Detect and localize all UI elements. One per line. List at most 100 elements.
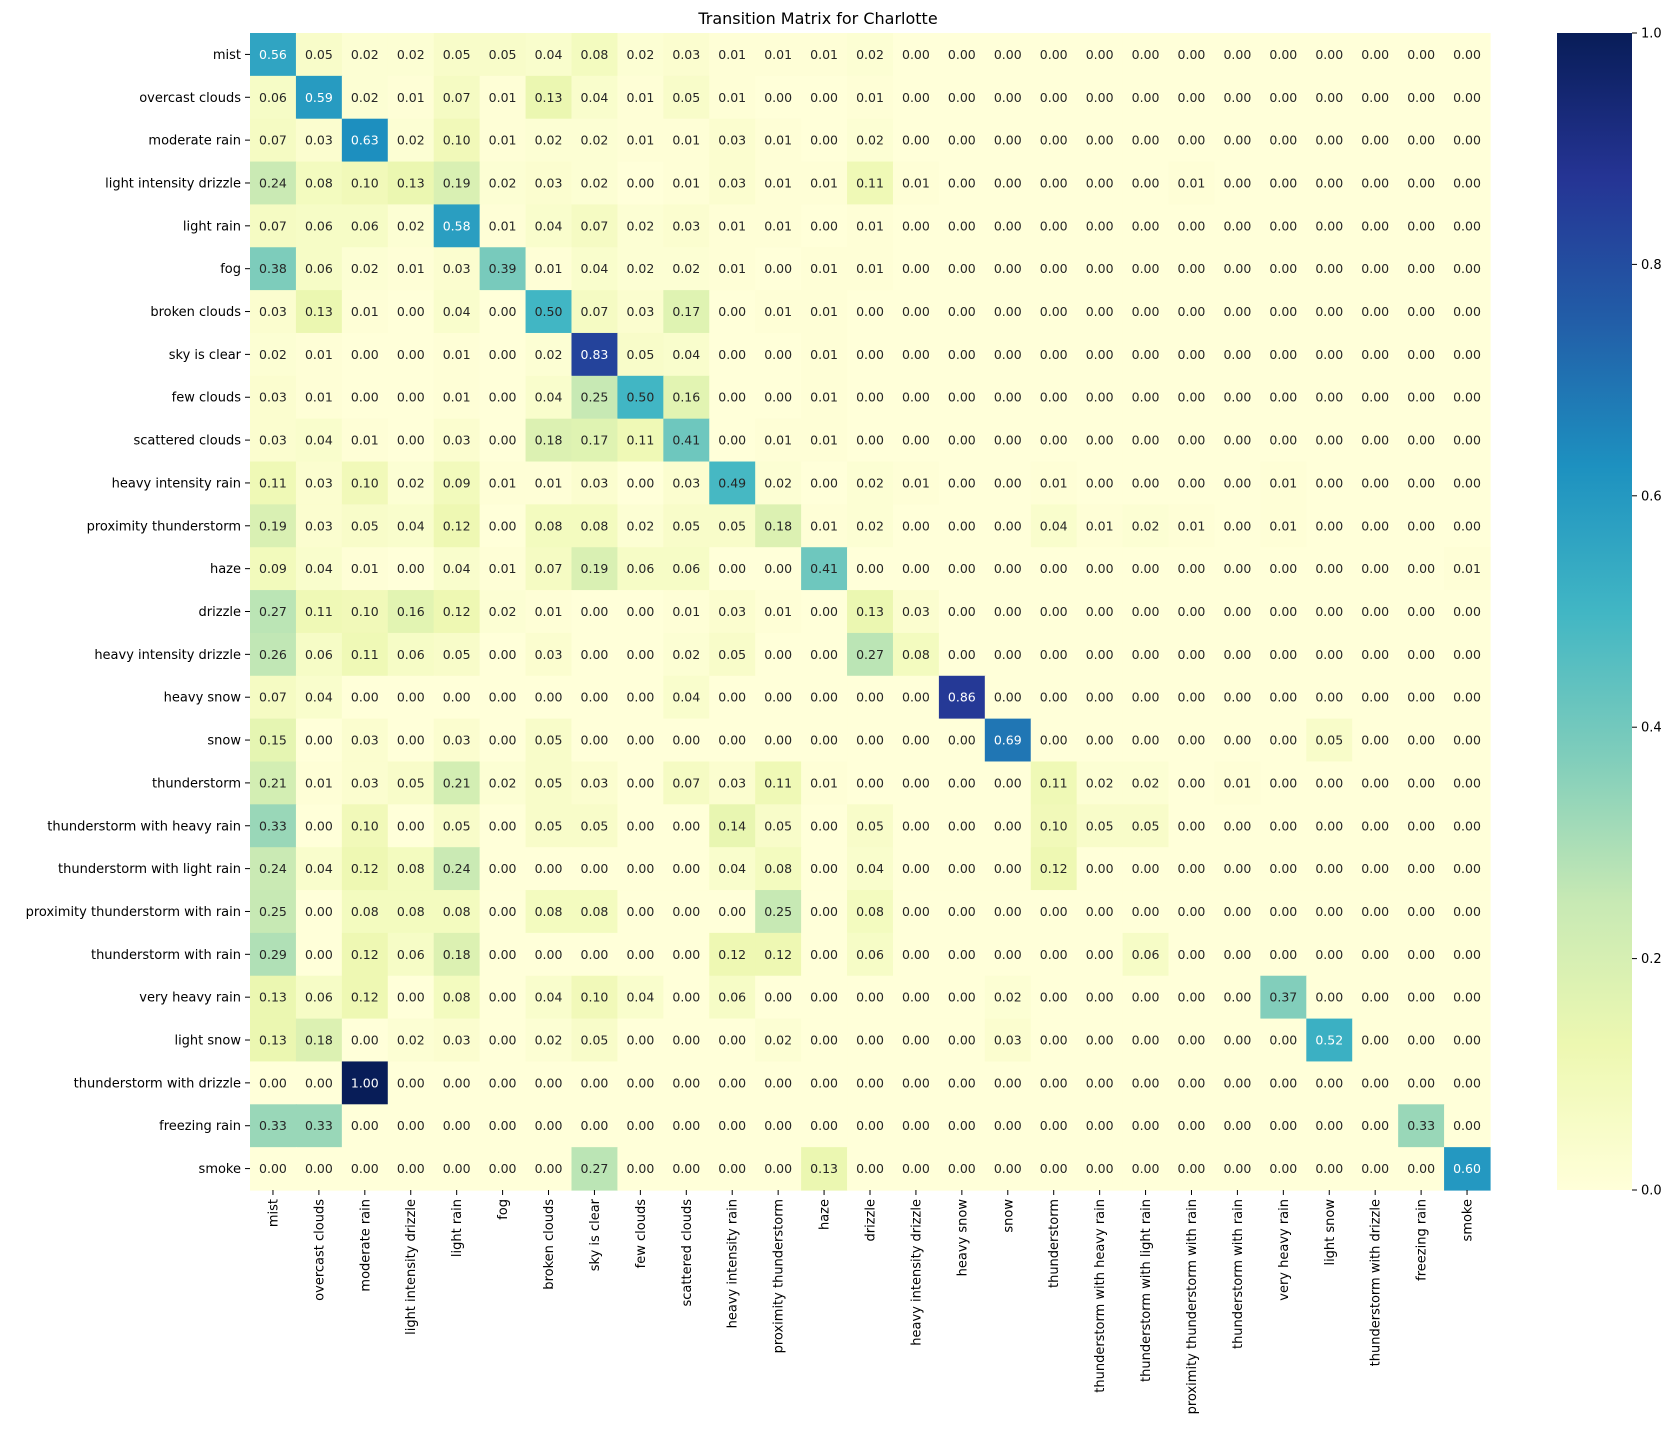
heatmap-cell <box>250 975 297 1020</box>
cell-value-label: 0.00 <box>994 947 1022 962</box>
cell-value-label: 0.00 <box>948 604 976 619</box>
heatmap-cell <box>571 75 619 120</box>
cell-value-label: 0.00 <box>948 904 976 919</box>
cell-value-label: 0.00 <box>856 433 884 448</box>
cell-value-label: 0.04 <box>856 861 884 876</box>
heatmap-cell <box>295 161 343 206</box>
heatmap-cell <box>433 118 481 163</box>
cell-value-label: 0.00 <box>351 1033 379 1048</box>
cell-value-label: 0.08 <box>305 175 333 190</box>
heatmap-cell <box>801 461 848 505</box>
cell-value-label: 0.00 <box>948 175 976 190</box>
heatmap-cell <box>479 375 527 420</box>
heatmap-cell <box>938 675 986 720</box>
cell-value-label: 0.08 <box>902 647 930 662</box>
heatmap-cell <box>663 975 710 1020</box>
heatmap-cell <box>341 1147 389 1191</box>
heatmap-cell <box>617 118 664 163</box>
cell-value-label: 0.00 <box>810 904 838 919</box>
cell-value-label: 0.12 <box>351 861 379 876</box>
heatmap-cell <box>1168 975 1216 1020</box>
cell-value-label: 0.05 <box>581 1033 609 1048</box>
heatmap-cell <box>1076 847 1124 891</box>
cell-value-label: 0.00 <box>948 818 976 833</box>
heatmap-cell <box>387 932 435 977</box>
cell-value-label: 0.00 <box>1361 433 1389 448</box>
cell-value-label: 0.00 <box>351 347 379 362</box>
cell-value-label: 0.02 <box>397 133 425 148</box>
cell-value-label: 0.00 <box>1178 861 1206 876</box>
heatmap-cell <box>525 1018 573 1063</box>
heatmap-cell <box>892 761 940 805</box>
cell-value-label: 0.00 <box>994 47 1022 62</box>
x-tick-label: broken clouds <box>542 1199 557 1290</box>
heatmap-cell <box>709 718 756 763</box>
cell-value-label: 0.08 <box>443 990 471 1005</box>
heatmap-cell <box>1306 761 1353 805</box>
cell-value-label: 0.00 <box>810 947 838 962</box>
cell-value-label: 0.00 <box>489 1033 517 1048</box>
heatmap-cell <box>387 632 435 677</box>
heatmap-cell <box>617 461 664 505</box>
cell-value-label: 0.00 <box>1407 433 1435 448</box>
cell-value-label: 0.02 <box>581 175 609 190</box>
heatmap-cell <box>295 932 343 977</box>
cell-value-label: 0.07 <box>672 775 700 790</box>
heatmap-cell <box>709 418 756 463</box>
cell-value-label: 0.02 <box>672 261 700 276</box>
heatmap-cell <box>433 247 481 291</box>
heatmap-cell <box>1168 632 1216 677</box>
heatmap-cell <box>938 1147 986 1191</box>
heatmap-cell <box>1306 890 1353 934</box>
cell-value-label: 0.63 <box>351 133 379 148</box>
cell-value-label: 0.01 <box>718 218 746 233</box>
heatmap-cell <box>847 290 894 334</box>
heatmap-cell <box>1076 675 1124 720</box>
cell-value-label: 0.86 <box>948 690 976 705</box>
heatmap-cell <box>571 547 619 591</box>
heatmap-cell <box>1306 504 1353 548</box>
cell-value-label: 0.00 <box>902 733 930 748</box>
y-tick-label: overcast clouds <box>139 91 241 106</box>
heatmap-cell <box>1168 504 1216 548</box>
heatmap-cell <box>1444 332 1491 377</box>
cell-value-label: 0.00 <box>1453 47 1481 62</box>
cell-value-label: 0.00 <box>764 690 792 705</box>
heatmap-cell <box>1444 547 1491 591</box>
cell-value-label: 0.00 <box>1040 733 1068 748</box>
cell-value-label: 0.08 <box>581 904 609 919</box>
heatmap-cell <box>755 118 802 163</box>
cell-value-label: 0.00 <box>1315 390 1343 405</box>
cell-value-label: 0.00 <box>856 690 884 705</box>
cell-value-label: 0.00 <box>1361 1161 1389 1176</box>
cell-value-label: 0.00 <box>581 861 609 876</box>
heatmap-cell <box>892 461 940 505</box>
cell-value-label: 0.00 <box>1223 390 1251 405</box>
cell-value-label: 0.00 <box>1269 1161 1297 1176</box>
heatmap-cell <box>847 118 894 163</box>
cell-value-label: 0.01 <box>535 261 563 276</box>
cell-value-label: 0.00 <box>1086 218 1114 233</box>
cell-value-label: 0.27 <box>856 647 884 662</box>
heatmap-cell <box>1076 418 1124 463</box>
cell-value-label: 0.00 <box>1407 647 1435 662</box>
cell-value-label: 0.00 <box>1269 133 1297 148</box>
heatmap-cell <box>571 33 619 77</box>
cell-value-label: 0.00 <box>1086 47 1114 62</box>
y-tick-label: thunderstorm <box>152 776 241 791</box>
cell-value-label: 0.00 <box>1407 861 1435 876</box>
heatmap-cell <box>1444 1147 1491 1191</box>
heatmap-cell <box>525 1147 573 1191</box>
cell-value-label: 0.00 <box>1407 518 1435 533</box>
heatmap-cell <box>1444 632 1491 677</box>
heatmap-cell <box>1306 1018 1353 1063</box>
cell-value-label: 0.02 <box>535 133 563 148</box>
heatmap-cell <box>617 247 664 291</box>
cell-value-label: 0.00 <box>1040 947 1068 962</box>
cell-value-label: 0.37 <box>1269 990 1297 1005</box>
cell-value-label: 0.00 <box>1086 904 1114 919</box>
cell-value-label: 0.00 <box>1315 861 1343 876</box>
heatmap-cell <box>1030 504 1078 548</box>
heatmap-cell <box>938 547 986 591</box>
cell-value-label: 0.00 <box>1086 1161 1114 1176</box>
